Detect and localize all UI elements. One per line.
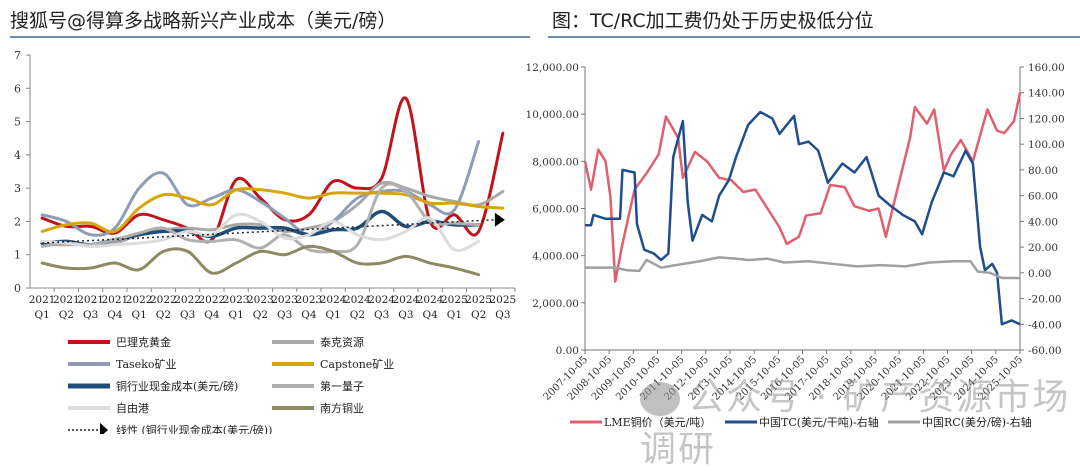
- left-chart-title: 搜狐号@得算多战略新兴产业成本（美元/磅）: [10, 10, 397, 32]
- y-tick-label: 2: [14, 215, 21, 228]
- x-tick-year: 2024: [344, 294, 371, 306]
- y-right-tick-label: 40.00: [1028, 216, 1058, 228]
- x-tick-year: 2024: [368, 294, 395, 306]
- series-line-0: [583, 92, 1022, 283]
- x-tick-year: 2022: [126, 294, 153, 306]
- x-tick-quarter: Q2: [156, 309, 171, 321]
- x-tick-quarter: Q4: [204, 309, 220, 321]
- y-left-tick-label: 6,000.00: [532, 204, 579, 216]
- x-tick-quarter: Q4: [107, 309, 123, 321]
- series-line-6: [40, 212, 481, 253]
- left-title-divider: [10, 36, 530, 38]
- x-tick-quarter: Q3: [398, 309, 413, 321]
- x-tick-year: 2022: [199, 294, 226, 306]
- wechat-logo-icon: [640, 382, 680, 416]
- x-tick-year: 2023: [271, 294, 298, 306]
- y-right-tick-label: 0.00: [1028, 268, 1051, 280]
- x-tick-year: 2021: [102, 294, 129, 306]
- x-tick-year: 2023: [247, 294, 274, 306]
- y-right-tick-label: 80.00: [1028, 165, 1058, 177]
- x-tick-quarter: Q1: [228, 309, 243, 321]
- legend-label: 自由港: [116, 401, 149, 415]
- y-tick-label: 6: [14, 82, 21, 95]
- x-tick-quarter: Q2: [253, 309, 268, 321]
- legend-label: 中国RC(美分/磅)-右轴: [922, 415, 1032, 429]
- y-right-tick-label: -40.00: [1028, 319, 1062, 331]
- x-tick-quarter: Q1: [447, 309, 462, 321]
- x-tick-quarter: Q1: [131, 309, 146, 321]
- trendline-arrow-icon: [494, 212, 505, 227]
- y-tick-label: 1: [14, 249, 21, 262]
- watermark: 公众号 · 矿产资源市场调研: [640, 368, 1080, 472]
- y-left-tick-label: 10,000.00: [526, 109, 579, 121]
- y-left-tick-label: 4,000.00: [532, 251, 579, 263]
- x-tick-quarter: Q2: [471, 309, 486, 321]
- legend-arrow-icon: [100, 423, 108, 434]
- x-tick-quarter: Q2: [59, 309, 74, 321]
- y-right-tick-label: 160.00: [1028, 62, 1065, 74]
- x-tick-year: 2022: [174, 294, 201, 306]
- watermark-text: 公众号 · 矿产资源市场调研: [640, 377, 1071, 470]
- x-tick-year: 2025: [490, 294, 517, 306]
- series-line-7: [40, 244, 481, 277]
- legend-label: 巴理克黄金: [116, 335, 171, 349]
- charts-canvas: 012345672021Q12021Q22021Q32021Q42022Q120…: [14, 49, 1065, 434]
- x-tick-quarter: Q1: [34, 309, 49, 321]
- legend-label: Capstone矿业: [320, 358, 394, 371]
- series-line-1: [585, 110, 1021, 326]
- series-line-5: [40, 182, 481, 254]
- legend-label: 铜行业现金成本(美元/磅): [116, 379, 238, 393]
- legend-label: 泰克资源: [320, 335, 364, 349]
- x-tick-year: 2021: [29, 294, 56, 306]
- y-right-tick-label: -20.00: [1028, 294, 1062, 306]
- series-line-3: [40, 187, 505, 234]
- y-right-tick-label: 60.00: [1028, 191, 1058, 203]
- legend-label: LME铜价（美元/吨）: [604, 415, 711, 429]
- right-chart-title: 图：TC/RC加工费仍处于历史极低分位: [552, 10, 874, 32]
- legend-label: Taseko矿业: [116, 358, 176, 371]
- y-left-tick-label: 8,000.00: [532, 156, 579, 168]
- legend-label: 南方铜业: [320, 401, 364, 415]
- x-tick-year: 2021: [53, 294, 80, 306]
- x-tick-year: 2024: [417, 294, 444, 306]
- x-tick-year: 2024: [393, 294, 420, 306]
- x-tick-year: 2024: [320, 294, 347, 306]
- y-left-tick-label: 0.00: [556, 345, 579, 357]
- legend-label: 中国TC(美元/干吨)-右轴: [759, 415, 879, 429]
- x-tick-quarter: Q3: [180, 309, 195, 321]
- y-tick-label: 0: [14, 282, 21, 295]
- right-title-divider: [548, 36, 1080, 38]
- trendline: [42, 219, 495, 244]
- x-tick-year: 2023: [296, 294, 323, 306]
- x-tick-year: 2022: [150, 294, 177, 306]
- y-right-tick-label: 120.00: [1028, 113, 1065, 125]
- y-tick-label: 5: [14, 116, 21, 129]
- x-tick-year: 2025: [465, 294, 492, 306]
- x-tick-quarter: Q1: [325, 309, 340, 321]
- y-left-tick-label: 12,000.00: [526, 62, 579, 74]
- x-tick-quarter: Q2: [350, 309, 365, 321]
- legend-label: 线性 (铜行业现金成本(美元/磅)): [116, 423, 272, 434]
- x-tick-year: 2021: [77, 294, 104, 306]
- y-right-tick-label: 100.00: [1028, 139, 1065, 151]
- y-right-tick-label: 20.00: [1028, 242, 1058, 254]
- series-line-2: [585, 256, 1020, 280]
- x-tick-quarter: Q3: [495, 309, 510, 321]
- legend-label: 第一量子: [320, 379, 364, 393]
- y-tick-label: 3: [14, 182, 21, 195]
- y-tick-label: 7: [14, 49, 21, 62]
- x-tick-quarter: Q3: [83, 309, 98, 321]
- y-left-tick-label: 2,000.00: [532, 298, 579, 310]
- x-tick-quarter: Q3: [374, 309, 389, 321]
- x-tick-quarter: Q3: [277, 309, 292, 321]
- y-right-tick-label: 140.00: [1028, 88, 1065, 100]
- y-right-tick-label: -60.00: [1028, 345, 1062, 357]
- x-tick-year: 2025: [441, 294, 468, 306]
- y-tick-label: 4: [14, 149, 21, 162]
- x-tick-year: 2023: [223, 294, 250, 306]
- x-tick-quarter: Q4: [301, 309, 317, 321]
- x-tick-quarter: Q4: [422, 309, 438, 321]
